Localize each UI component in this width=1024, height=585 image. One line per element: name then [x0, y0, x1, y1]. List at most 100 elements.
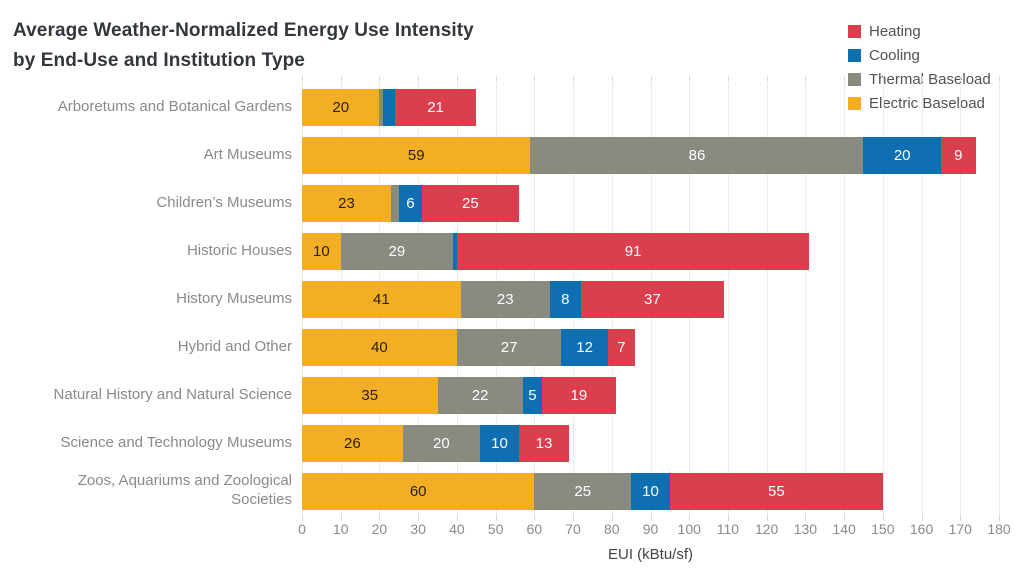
bar-segment[interactable]: 12 [561, 328, 608, 366]
bar-row: 41 23 8 37 [302, 275, 999, 323]
bar-segment[interactable]: 35 [302, 376, 438, 414]
category-label: Science and Technology Museums [60, 433, 292, 451]
bar-segment[interactable]: 7 [607, 328, 635, 366]
x-axis-tick-labels: 0 10 20 30 40 50 60 70 80 90 100 110 120 130 140 150 160… [298, 521, 1011, 539]
bar-segment[interactable]: 40 [302, 328, 457, 366]
bar-segment[interactable] [453, 232, 457, 270]
bar-segment[interactable]: 9 [940, 136, 976, 174]
stacked-bar: 10 29 91 [302, 232, 999, 270]
bar-segment[interactable]: 86 [530, 136, 864, 174]
bar-segment[interactable]: 41 [302, 280, 461, 318]
category-label: Zoos, Aquariums and Zoological Societies [77, 472, 292, 508]
legend-swatch-icon [848, 48, 861, 62]
bar-row: 26 20 10 13 [302, 419, 999, 467]
bar-segment[interactable]: 91 [456, 232, 810, 270]
axis-tick-mark [379, 515, 381, 521]
category-label: Children’s Museums [156, 193, 292, 211]
bar-segment[interactable]: 55 [669, 472, 883, 510]
bar-segment[interactable]: 6 [398, 184, 422, 222]
axis-tick-mark [960, 515, 962, 521]
bar-segment[interactable]: 29 [340, 232, 453, 270]
x-axis-tick-label: 70 [565, 521, 581, 537]
x-axis-tick-label: 90 [642, 521, 659, 537]
legend-item-label: Cooling [869, 46, 920, 64]
x-axis-tick-label: 160 [909, 521, 934, 537]
bar-segment[interactable]: 10 [480, 424, 519, 462]
axis-tick-mark [534, 76, 536, 82]
bar-row: 20 21 [302, 83, 999, 131]
x-axis-tick-label: 180 [987, 521, 1011, 537]
legend-swatch-icon [848, 24, 861, 38]
bar-segment[interactable]: 5 [522, 376, 543, 414]
bar-segment[interactable]: 20 [863, 136, 941, 174]
axis-tick-mark [573, 76, 575, 82]
bar-row: 23 6 25 [302, 179, 999, 227]
gridline [999, 83, 1000, 515]
axis-tick-mark [921, 76, 923, 82]
axis-tick-mark [689, 515, 691, 521]
axis-tick-mark [418, 76, 420, 82]
x-axis-tick-label: 20 [371, 521, 388, 537]
axis-tick-mark [379, 76, 381, 82]
axis-tick-mark [766, 515, 768, 521]
legend-item[interactable]: Cooling [848, 43, 1018, 67]
bar-segment[interactable]: 20 [302, 88, 380, 126]
gridline [844, 83, 846, 515]
x-axis-tick-label: 40 [449, 521, 465, 537]
axis-tick-mark [340, 76, 342, 82]
chart-title-line2: by End-Use and Institution Type [13, 50, 305, 72]
bar-segment[interactable]: 20 [402, 424, 481, 462]
category-label: Art Museums [203, 145, 292, 163]
bar-segment[interactable]: 26 [302, 424, 403, 462]
legend-item[interactable]: Heating [848, 19, 1018, 43]
axis-tick-mark [418, 515, 420, 521]
bar-segment[interactable]: 13 [518, 424, 570, 462]
bar-segment[interactable]: 22 [437, 376, 523, 414]
gridline [727, 83, 729, 515]
bar-segment[interactable] [391, 184, 399, 222]
axis-tick-mark [302, 515, 303, 521]
axis-tick-mark [573, 515, 575, 521]
bar-segment[interactable]: 19 [542, 376, 616, 414]
stacked-bar: 40 27 12 7 [302, 328, 999, 366]
axis-tick-mark [882, 76, 884, 82]
gridline [766, 83, 768, 515]
bar-segment[interactable]: 27 [456, 328, 562, 366]
bar-rows: 20 21 59 86 20 9 23 6 25 10 29 91 41 23 8 37 40 27 12 7 35 22… [302, 83, 999, 515]
stacked-bar: 59 86 20 9 [302, 136, 999, 174]
category-label: Natural History and Natural Science [53, 385, 292, 403]
bar-segment[interactable]: 25 [422, 184, 519, 222]
category-label: Hybrid and Other [177, 337, 292, 355]
axis-tick-mark [882, 515, 884, 521]
legend-item[interactable]: Electric Baseload [848, 91, 1018, 115]
axis-tick-mark [456, 76, 458, 82]
axis-tick-mark [727, 76, 729, 82]
stacked-bar: 35 22 5 19 [302, 376, 999, 414]
x-axis-tick-label: 130 [793, 521, 818, 537]
axis-tick-mark [844, 515, 846, 521]
bar-segment[interactable]: 37 [580, 280, 725, 318]
x-axis-tick-label: 140 [832, 521, 856, 537]
legend-item-label: Electric Baseload [869, 94, 985, 112]
stacked-bar: 26 20 10 13 [302, 424, 999, 462]
x-axis-tick-label: 30 [410, 521, 426, 537]
bar-segment[interactable]: 21 [394, 88, 477, 126]
stacked-bar: 41 23 8 37 [302, 280, 999, 318]
axis-tick-mark [302, 76, 303, 82]
bar-segment[interactable]: 8 [549, 280, 581, 318]
bar-segment[interactable]: 10 [631, 472, 670, 510]
bar-segment[interactable] [379, 88, 384, 126]
bar-segment[interactable]: 23 [302, 184, 392, 222]
bar-segment[interactable]: 23 [460, 280, 550, 318]
bar-segment[interactable]: 10 [302, 232, 341, 270]
stacked-bar: 23 6 25 [302, 184, 999, 222]
bar-segment[interactable]: 25 [534, 472, 632, 510]
bar-segment[interactable] [383, 88, 395, 126]
axis-tick-mark [805, 76, 807, 82]
bar-segment[interactable]: 59 [302, 136, 531, 174]
bar-segment[interactable]: 60 [302, 472, 535, 510]
gridline [960, 83, 962, 515]
bar-row: 40 27 12 7 [302, 323, 999, 371]
x-axis-title: EUI (kBtu/sf) [607, 546, 693, 563]
gridline [882, 83, 884, 515]
